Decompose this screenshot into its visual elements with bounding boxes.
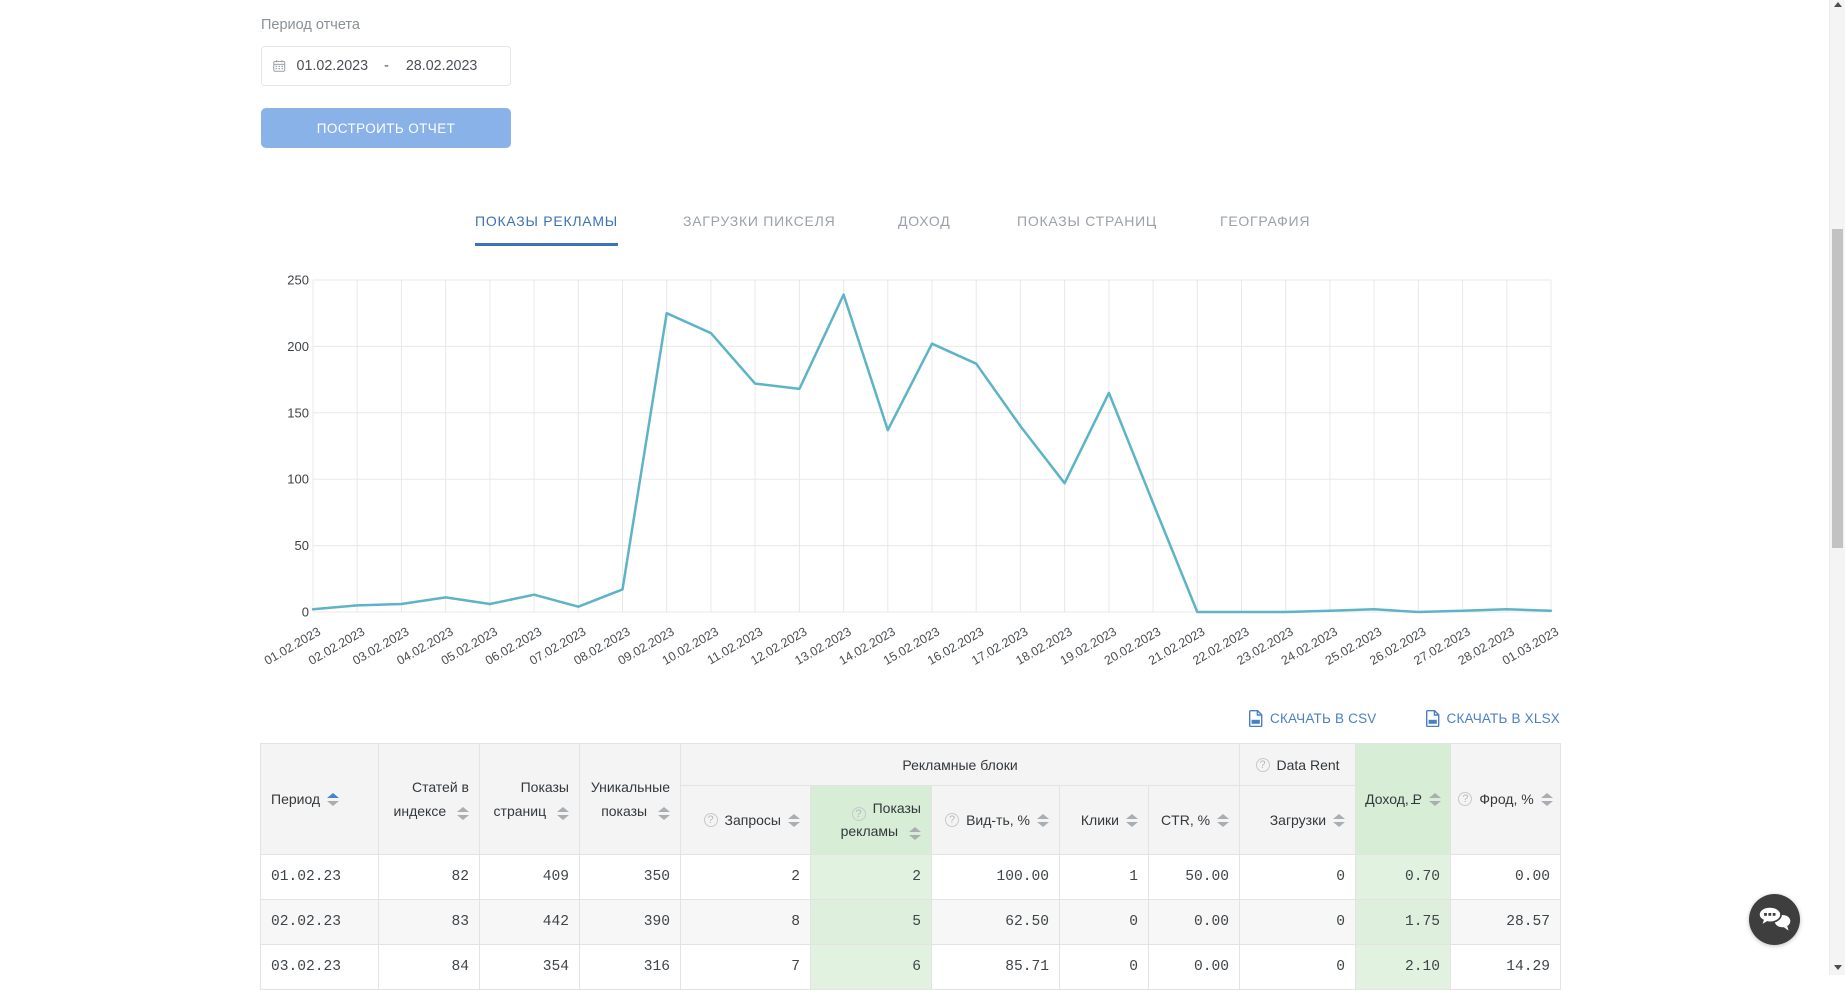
svg-text:50: 50 [295,538,309,553]
svg-text:150: 150 [287,405,309,420]
svg-text:250: 250 [287,273,309,288]
svg-text:200: 200 [287,339,309,354]
svg-text:0: 0 [302,605,309,620]
svg-text:100: 100 [287,472,309,487]
